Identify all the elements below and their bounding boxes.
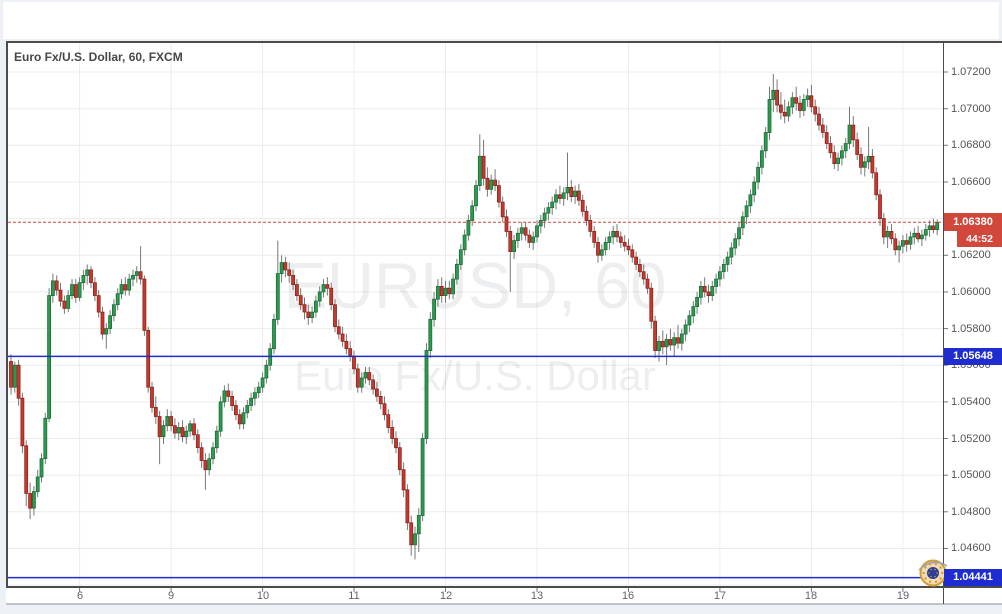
bar-countdown-badge: 44:52 xyxy=(957,231,1002,247)
level-price-badge-2: 1.04441 xyxy=(944,569,1002,586)
time-axis-label: 11 xyxy=(348,590,360,602)
price-axis-label: 1.05200 xyxy=(951,433,991,445)
time-axis-label: 16 xyxy=(621,590,635,602)
price-axis-label: 1.07000 xyxy=(951,103,991,115)
price-axis-label: 1.06000 xyxy=(951,286,991,298)
time-axis-label: 13 xyxy=(530,590,544,602)
watermark-symbol: EURUSD, 60 xyxy=(284,249,667,322)
price-axis-label: 1.05000 xyxy=(951,469,991,481)
price-axis-label: 1.07200 xyxy=(951,66,991,78)
time-axis-label: 6 xyxy=(76,590,84,602)
time-axis-label: 17 xyxy=(713,590,727,602)
time-axis-label: 19 xyxy=(896,590,910,602)
level-price-badge-1: 1.05648 xyxy=(944,348,1002,365)
price-axis-label: 1.06800 xyxy=(951,139,991,151)
price-axis-label: 1.06200 xyxy=(951,249,991,261)
chart-legend-title: Euro Fx/U.S. Dollar, 60, FXCM xyxy=(14,50,183,64)
time-axis-label: 18 xyxy=(804,590,818,602)
price-axis-label: 1.05800 xyxy=(951,323,991,335)
time-axis-label: 10 xyxy=(256,590,270,602)
price-axis-label: 1.06600 xyxy=(951,176,991,188)
watermark-description: Euro Fx/U.S. Dollar xyxy=(294,352,656,399)
time-axis-label: 12 xyxy=(439,590,453,602)
price-axis-label: 1.04600 xyxy=(951,542,991,554)
top-toolbar xyxy=(3,2,999,39)
time-axis-label: 9 xyxy=(167,590,175,602)
current-price-badge: 1.06380 xyxy=(944,213,1002,231)
euro-coin-logo xyxy=(918,559,948,587)
price-axis-label: 1.04800 xyxy=(951,506,991,518)
time-axis[interactable] xyxy=(6,588,943,604)
price-axis[interactable] xyxy=(944,42,1002,587)
price-axis-label: 1.05400 xyxy=(951,396,991,408)
